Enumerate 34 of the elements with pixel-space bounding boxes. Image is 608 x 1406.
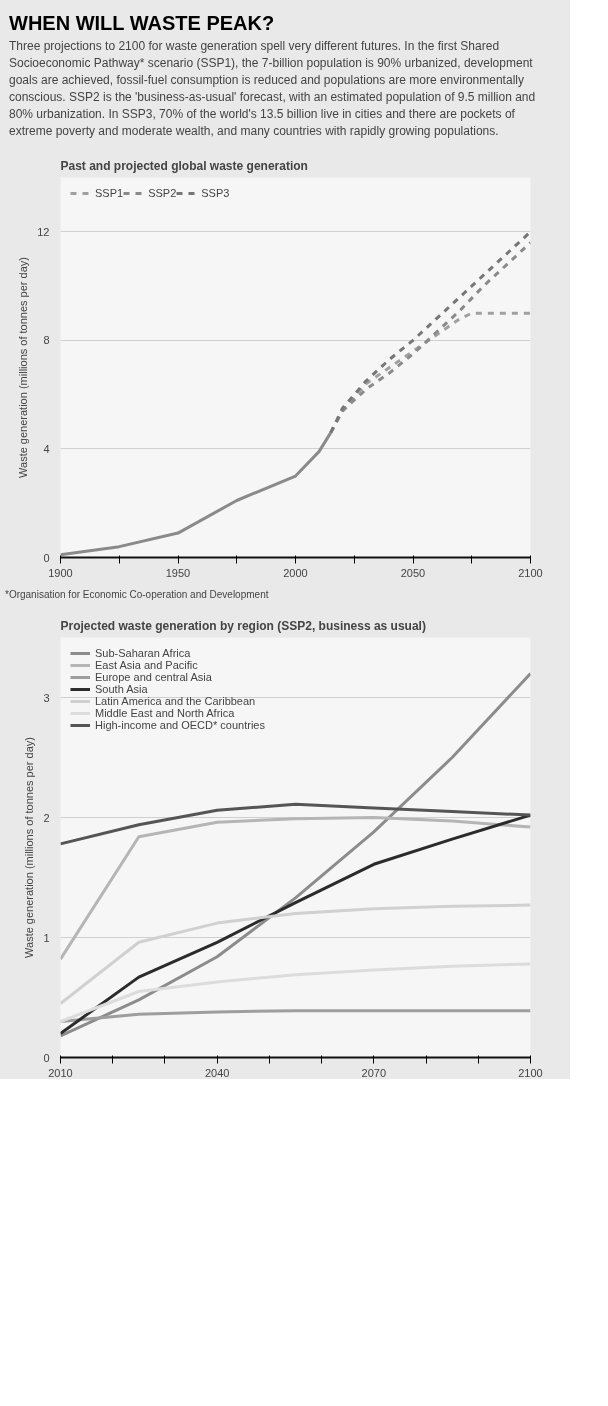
legend-label: SSP1 — [95, 187, 124, 200]
y-tick-label: 0 — [43, 551, 50, 564]
y-tick-label: 8 — [43, 334, 50, 347]
legend-label: SSP2 — [148, 187, 177, 200]
legend-label: East Asia and Pacific — [95, 658, 198, 671]
text: Three projections to 2100 for waste generation spell very different futures. In the first Shared Socioeconomic Pathway* scenario (SSP1), the 7-billion population is 90% urbanized, development goals are achieved, fossil-fuel consumption is reduced and populations are more environmentally conscious. SSP2 is the 'business-as-usual' forecast, with an estimated population of 9.5 million and 80% urbanization. In SSP3, 70% of the world's 13.5 billion live in cities and there are pockets of extreme poverty and moderate wealth, and many countries with rapidly growing populations. — [9, 37, 537, 141]
y-tick-label: 12 — [37, 226, 50, 239]
x-tick-label: 2050 — [400, 566, 426, 579]
x-tick-label: 1900 — [48, 566, 73, 579]
legend-label: Sub-Saharan Africa — [95, 646, 191, 659]
x-tick-label: 2010 — [48, 1066, 73, 1079]
y-tick-label: 4 — [43, 443, 50, 456]
legend-label: Latin America and the Caribbean — [95, 694, 256, 707]
x-tick-label: 2040 — [204, 1066, 230, 1079]
y-tick-label: 3 — [43, 691, 50, 704]
x-tick-label: 2100 — [518, 1066, 543, 1079]
y-axis-title: Waste generation (millions of tonnes per day) — [17, 257, 30, 479]
legend-label: South Asia — [95, 682, 148, 695]
text: *Organisation for Economic Co-operation and Development — [5, 588, 269, 603]
text: WHEN WILL WASTE PEAK? — [9, 11, 276, 36]
chart-title: Past and projected global waste generation — [60, 158, 308, 173]
legend-label: SSP3 — [201, 187, 230, 200]
legend-label: Europe and central Asia — [95, 670, 212, 683]
y-tick-label: 0 — [43, 1051, 50, 1064]
x-tick-label: 2070 — [361, 1066, 387, 1079]
legend-label: High-income and OECD* countries — [95, 718, 265, 731]
chart-title: Projected waste generation by region (SSP2, business as usual) — [60, 618, 426, 633]
x-tick-label: 2100 — [518, 566, 543, 579]
x-tick-label: 2000 — [283, 566, 308, 579]
y-tick-label: 1 — [43, 931, 50, 944]
y-axis-title: Waste generation (millions of tonnes per day) — [23, 736, 36, 958]
y-tick-label: 2 — [43, 811, 50, 824]
x-tick-label: 1950 — [165, 566, 191, 579]
legend-label: Middle East and North Africa — [95, 706, 235, 719]
